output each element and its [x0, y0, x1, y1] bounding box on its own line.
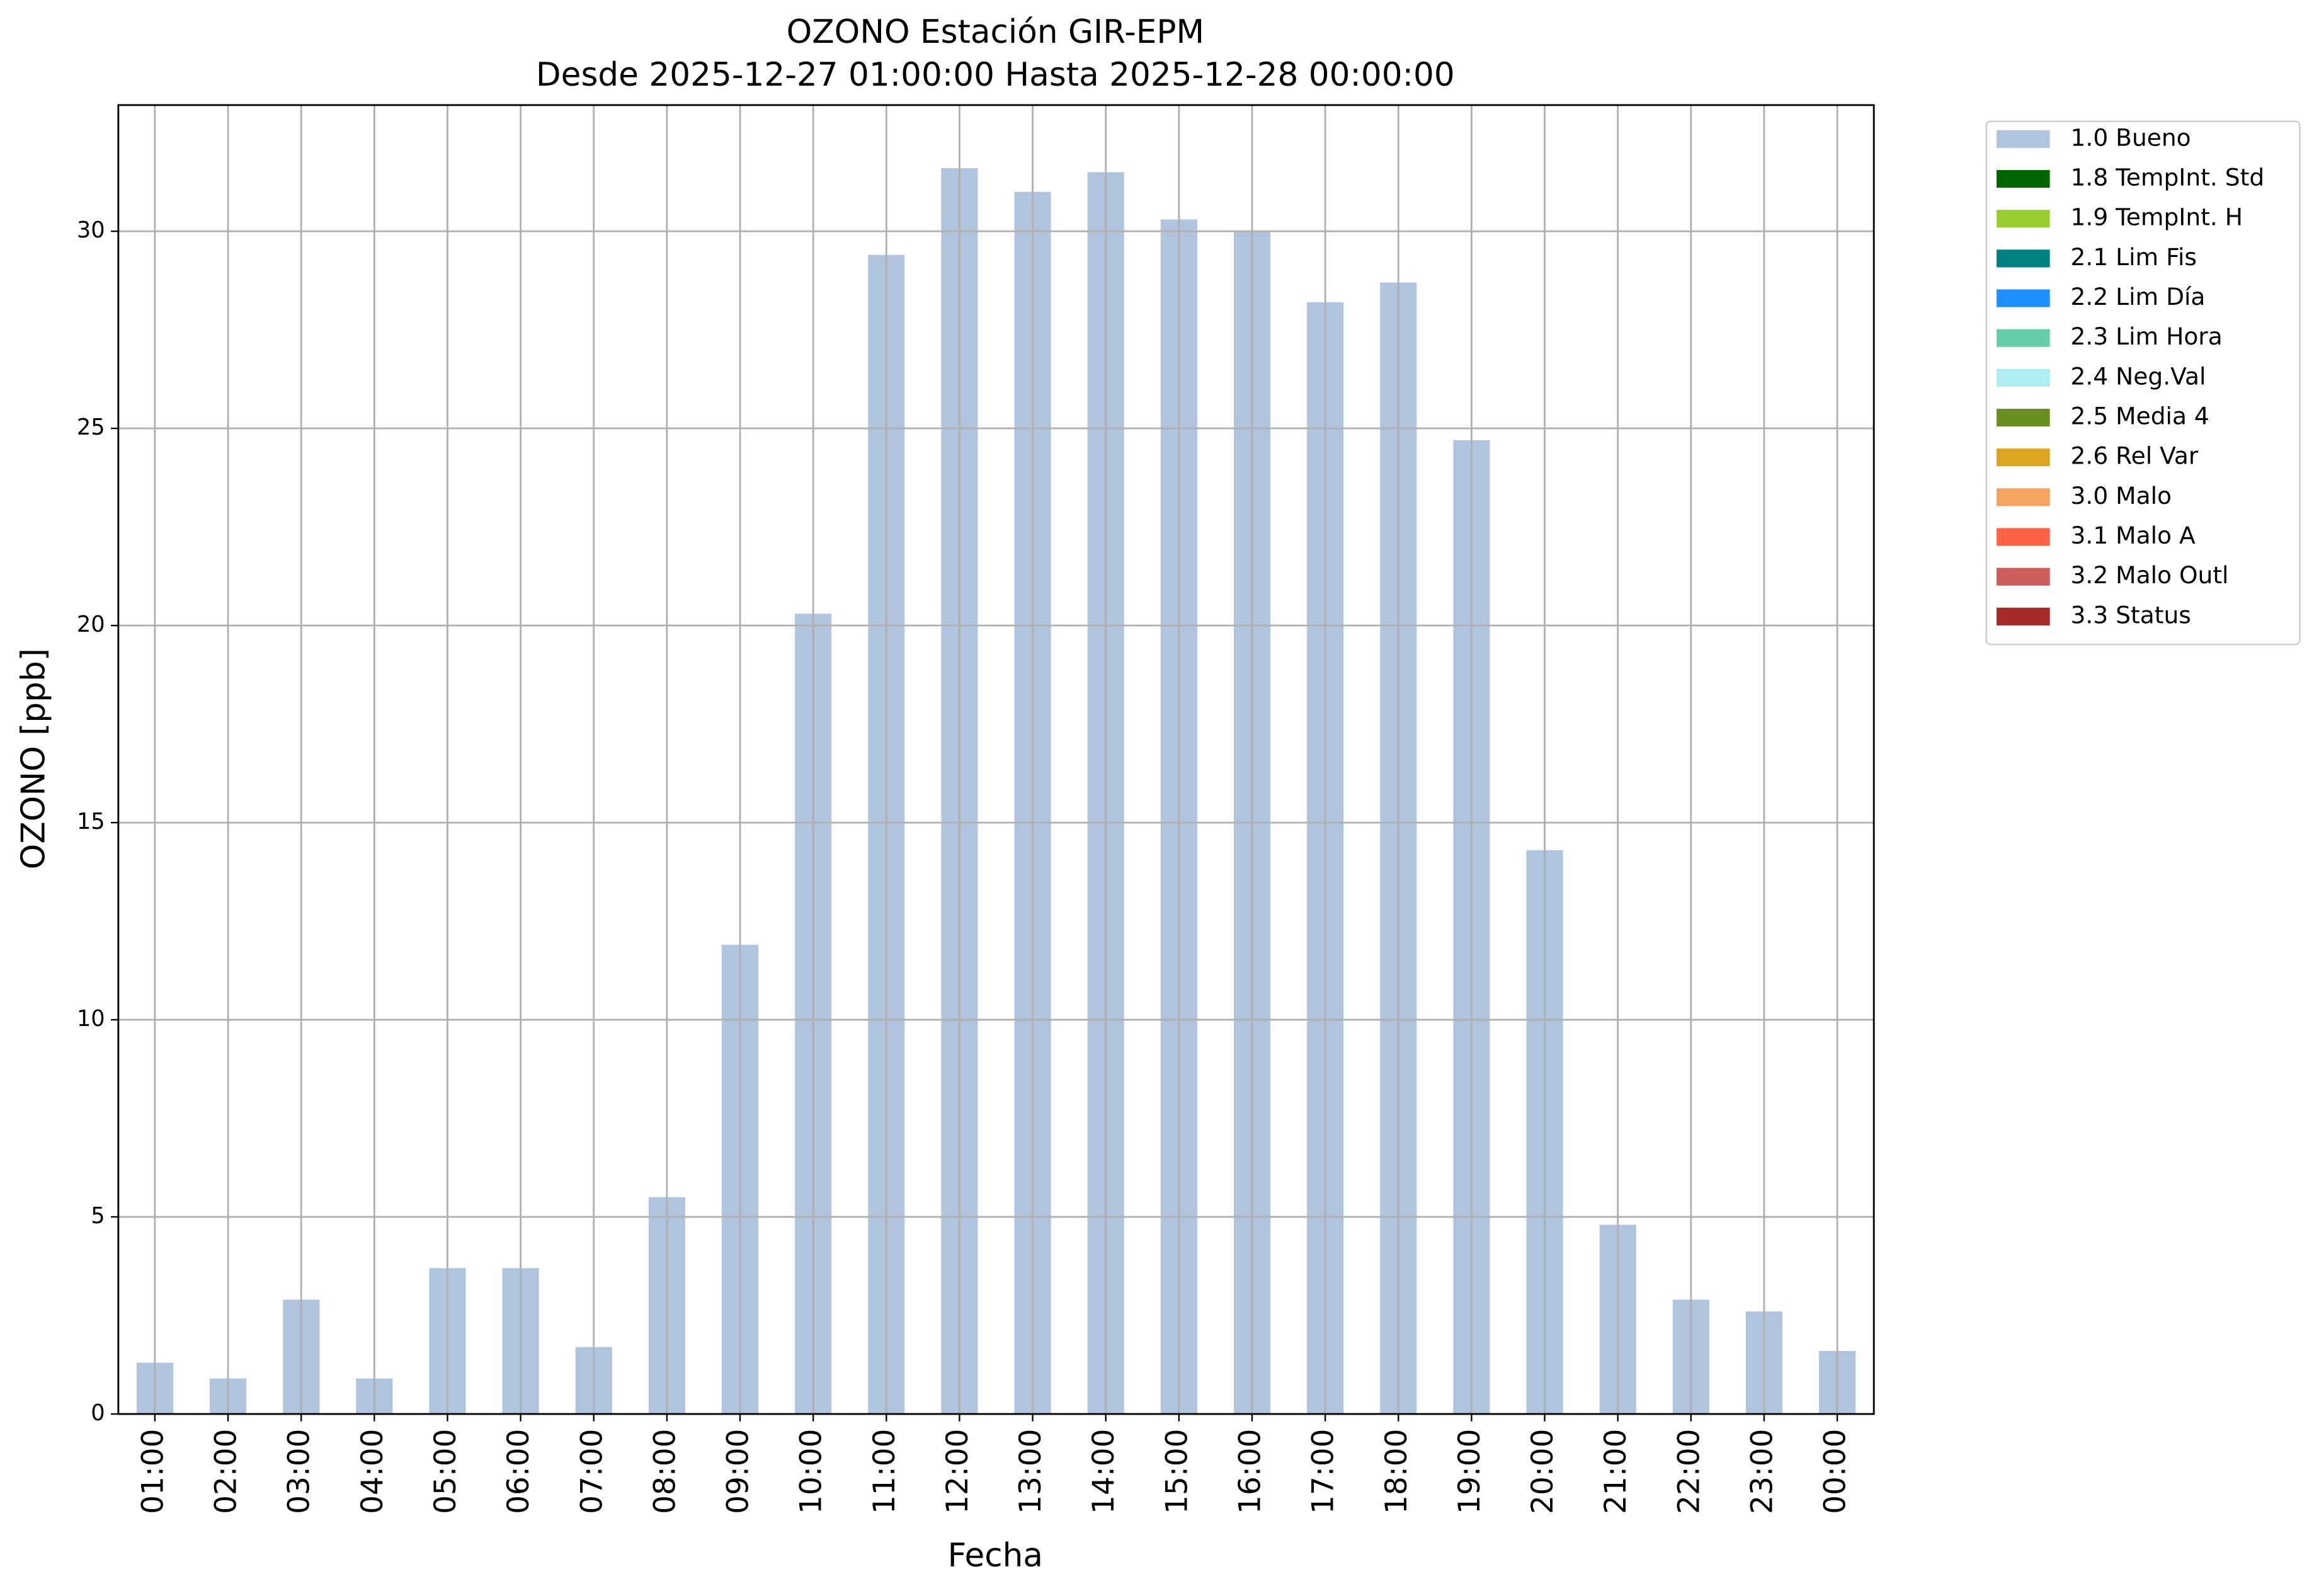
x-tick-label: 08:00 — [647, 1429, 682, 1514]
legend-label: 2.6 Rel Var — [2071, 442, 2199, 470]
legend-swatch — [1997, 249, 2050, 268]
legend-label: 2.3 Lim Hora — [2071, 322, 2223, 350]
x-tick-label: 01:00 — [135, 1429, 170, 1514]
x-tick-label: 21:00 — [1598, 1429, 1633, 1514]
legend-swatch — [1997, 567, 2050, 586]
legend-label: 3.3 Status — [2071, 601, 2191, 629]
legend-swatch — [1997, 329, 2050, 347]
x-tick-label: 17:00 — [1306, 1429, 1341, 1514]
legend-label: 1.0 Bueno — [2071, 123, 2191, 151]
x-tick-label: 05:00 — [428, 1429, 463, 1514]
legend-label: 3.2 Malo Outl — [2071, 561, 2229, 589]
x-tick-label: 03:00 — [282, 1429, 317, 1514]
x-tick-label: 09:00 — [721, 1429, 756, 1514]
legend-swatch — [1997, 289, 2050, 307]
x-tick-label: 19:00 — [1452, 1429, 1487, 1514]
x-tick-label: 18:00 — [1379, 1429, 1414, 1514]
x-tick-label: 13:00 — [1013, 1429, 1048, 1514]
y-tick-label: 20 — [77, 612, 105, 637]
x-tick-label: 11:00 — [867, 1429, 902, 1514]
x-tick-label: 20:00 — [1525, 1429, 1560, 1514]
chart-title: OZONO Estación GIR-EPM — [787, 13, 1204, 51]
x-tick-label: 12:00 — [940, 1429, 975, 1514]
x-tick-label: 00:00 — [1818, 1429, 1853, 1514]
x-tick-label: 07:00 — [574, 1429, 609, 1514]
y-axis-label: OZONO [ppb] — [14, 648, 52, 869]
legend-label: 2.2 Lim Día — [2071, 283, 2206, 311]
y-tick-label: 15 — [77, 809, 105, 835]
legend-swatch — [1997, 528, 2050, 546]
legend-swatch — [1997, 130, 2050, 148]
x-tick-label: 14:00 — [1086, 1429, 1121, 1514]
x-tick-label: 02:00 — [209, 1429, 244, 1514]
x-tick-label: 04:00 — [355, 1429, 390, 1514]
legend-label: 2.5 Media 4 — [2071, 402, 2209, 430]
legend-label: 2.1 Lim Fis — [2071, 243, 2197, 271]
y-tick-label: 0 — [91, 1400, 105, 1426]
legend-swatch — [1997, 368, 2050, 387]
y-tick-label: 25 — [77, 414, 105, 440]
x-tick-label: 16:00 — [1233, 1429, 1268, 1514]
legend-label: 3.1 Malo A — [2071, 522, 2196, 549]
chart-subtitle: Desde 2025-12-27 01:00:00 Hasta 2025-12-… — [536, 56, 1455, 94]
plot-frame — [117, 104, 1875, 1415]
legend-swatch — [1997, 488, 2050, 506]
x-tick-label: 10:00 — [794, 1429, 829, 1514]
y-tick-label: 10 — [77, 1006, 105, 1032]
legend-label: 2.4 Neg.Val — [2071, 362, 2206, 390]
legend-swatch — [1997, 210, 2050, 228]
x-tick-label: 23:00 — [1745, 1429, 1779, 1514]
legend-swatch — [1997, 408, 2050, 427]
x-tick-label: 22:00 — [1672, 1429, 1706, 1514]
x-tick-label: 06:00 — [501, 1429, 536, 1514]
y-tick-label: 30 — [77, 217, 105, 243]
legend-swatch — [1997, 607, 2050, 625]
legend-box — [1985, 120, 2301, 646]
legend-label: 3.0 Malo — [2071, 482, 2172, 510]
legend-swatch — [1997, 169, 2050, 188]
legend-label: 1.9 TempInt. H — [2071, 203, 2243, 231]
y-tick-label: 5 — [91, 1203, 105, 1229]
legend-label: 1.8 TempInt. Std — [2071, 164, 2265, 191]
legend-swatch — [1997, 448, 2050, 467]
x-tick-label: 15:00 — [1160, 1429, 1194, 1514]
x-axis-label: Fecha — [948, 1537, 1043, 1575]
